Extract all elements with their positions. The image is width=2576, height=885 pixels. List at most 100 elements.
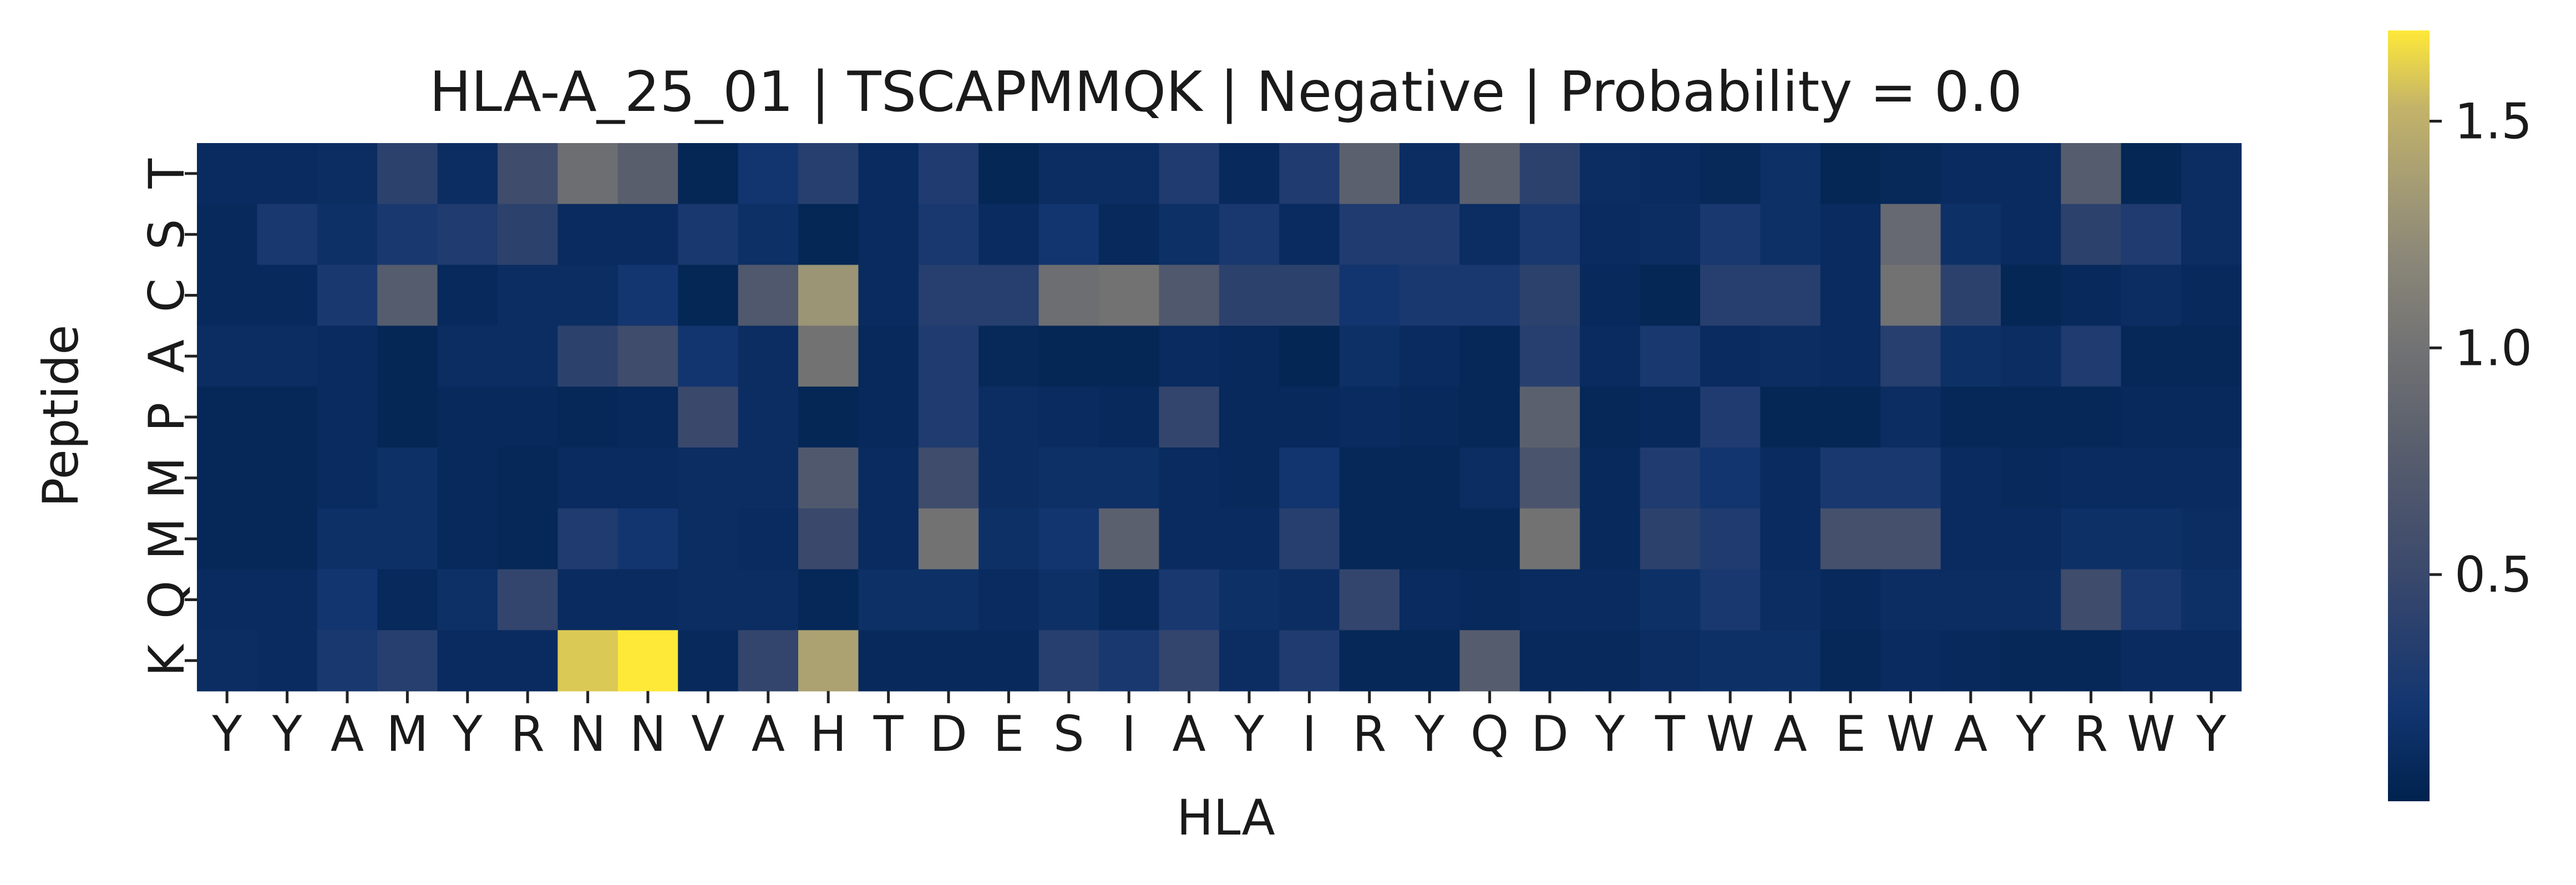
heatmap-cell <box>1459 325 1520 387</box>
heatmap-cell <box>377 447 438 509</box>
heatmap-cell <box>197 508 257 570</box>
heatmap-cell <box>437 143 498 205</box>
heatmap-cell <box>1880 143 1941 205</box>
heatmap-cell <box>2181 325 2242 387</box>
heatmap-cell <box>1219 508 1280 570</box>
heatmap-cell <box>1580 265 1641 326</box>
heatmap-cell <box>738 325 799 387</box>
heatmap-cell <box>197 447 257 509</box>
colorbar-ticks: 0.5 1.0 1.5 <box>2430 93 2532 603</box>
heatmap-cell <box>1940 447 2001 509</box>
heatmap-cell <box>317 508 378 570</box>
heatmap-cell <box>1099 265 1159 326</box>
heatmap-cell <box>1880 630 1941 691</box>
heatmap-cell <box>738 386 799 448</box>
y-tick-label: T <box>138 158 195 189</box>
heatmap-cell <box>1219 204 1280 266</box>
heatmap-cell <box>2121 508 2182 570</box>
heatmap-cell <box>257 143 318 205</box>
heatmap-cell <box>377 265 438 326</box>
heatmap-cell <box>2121 325 2182 387</box>
heatmap-cell <box>2181 508 2242 570</box>
heatmap-cell <box>1940 386 2001 448</box>
heatmap-cell <box>498 508 558 570</box>
x-tick-label: M <box>386 705 428 762</box>
heatmap-cell <box>1399 204 1460 266</box>
heatmap-cell <box>978 325 1039 387</box>
heatmap-cell <box>2001 630 2061 691</box>
heatmap-cell <box>1279 325 1340 387</box>
heatmap-cell <box>1700 508 1761 570</box>
heatmap-cell <box>1700 630 1761 691</box>
heatmap-cell <box>1099 630 1159 691</box>
heatmap-cell <box>2121 386 2182 448</box>
heatmap-cell <box>1700 143 1761 205</box>
heatmap-cell <box>1459 386 1520 448</box>
heatmap-cell <box>1038 204 1099 266</box>
heatmap-cell <box>858 569 919 630</box>
heatmap-cell <box>557 325 618 387</box>
heatmap-cell <box>978 265 1039 326</box>
heatmap-cell <box>1580 204 1641 266</box>
heatmap-cell <box>1279 265 1340 326</box>
heatmap-cell <box>1820 447 1881 509</box>
chart-title: HLA-A_25_01 | TSCAPMMQK | Negative | Pro… <box>429 59 2022 124</box>
heatmap-cell <box>557 204 618 266</box>
heatmap-cell <box>1038 508 1099 570</box>
y-tick-label: K <box>138 643 195 677</box>
heatmap-cell <box>1700 204 1761 266</box>
heatmap-cell <box>798 204 859 266</box>
x-tick-label: T <box>873 705 904 762</box>
heatmap-cell <box>858 204 919 266</box>
heatmap-cell <box>1640 630 1701 691</box>
heatmap-cell <box>1038 447 1099 509</box>
heatmap-cell <box>1700 386 1761 448</box>
heatmap-cell <box>1880 447 1941 509</box>
y-tick-label: M <box>138 518 195 560</box>
heatmap-cell <box>2061 630 2122 691</box>
heatmap-cell <box>1159 447 1220 509</box>
heatmap-cell <box>257 204 318 266</box>
heatmap-cell <box>1640 508 1701 570</box>
heatmap-cell <box>1760 447 1821 509</box>
heatmap-cell <box>738 204 799 266</box>
heatmap-cell <box>1760 508 1821 570</box>
heatmap-cell <box>738 569 799 630</box>
heatmap-cell <box>1519 447 1580 509</box>
heatmap-cell <box>1820 204 1881 266</box>
heatmap-cell <box>1279 143 1340 205</box>
x-tick-label: A <box>331 705 364 762</box>
heatmap-cell <box>798 325 859 387</box>
heatmap-cell <box>1399 386 1460 448</box>
heatmap-cell <box>2121 265 2182 326</box>
heatmap-cell <box>1339 508 1400 570</box>
heatmap-cell <box>2061 143 2122 205</box>
heatmap-cell <box>978 630 1039 691</box>
heatmap-cell <box>1940 204 2001 266</box>
heatmap-cell <box>1219 569 1280 630</box>
heatmap-cell <box>2181 630 2242 691</box>
heatmap-cell <box>197 143 257 205</box>
colorbar-tick-label: 0.5 <box>2455 546 2532 603</box>
heatmap-cell <box>678 569 739 630</box>
heatmap-cell <box>1880 204 1941 266</box>
heatmap-cell <box>678 204 739 266</box>
heatmap-cell <box>617 265 678 326</box>
x-tick-label: S <box>1053 705 1084 762</box>
x-tick-label: D <box>1531 705 1569 762</box>
heatmap-cell <box>437 325 498 387</box>
heatmap-cell <box>678 508 739 570</box>
heatmap-cell <box>1339 325 1400 387</box>
heatmap-cell <box>257 569 318 630</box>
heatmap-cell <box>1700 569 1761 630</box>
heatmap-cell <box>1760 569 1821 630</box>
x-tick-label: H <box>810 705 846 762</box>
heatmap-cell <box>1760 143 1821 205</box>
heatmap-cell <box>1760 204 1821 266</box>
heatmap-cell <box>2061 447 2122 509</box>
heatmap-cell <box>1580 508 1641 570</box>
y-axis-ticks: TSCAPMMQK <box>138 158 197 677</box>
heatmap-cell <box>2061 386 2122 448</box>
heatmap-cell <box>978 447 1039 509</box>
